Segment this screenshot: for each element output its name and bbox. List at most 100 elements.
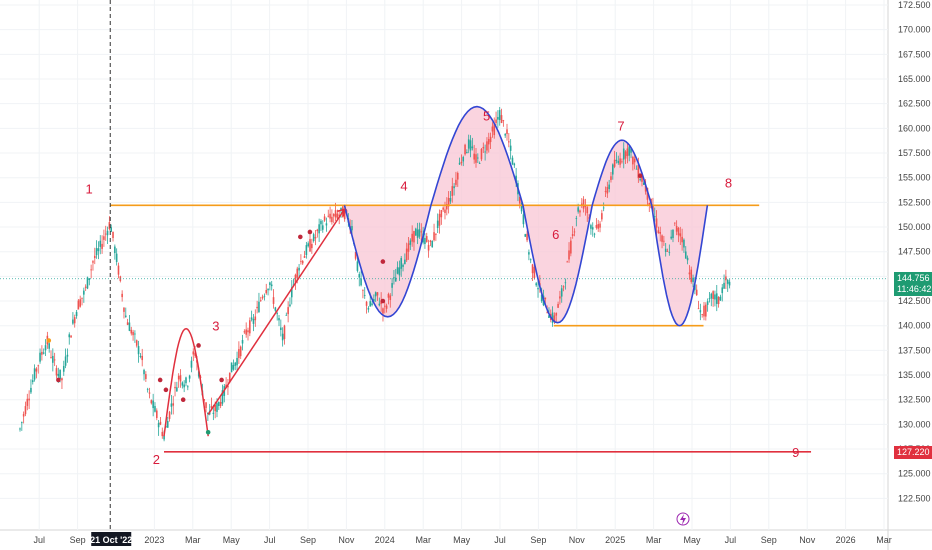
candle-body — [508, 141, 510, 143]
candle-body — [75, 312, 78, 317]
pattern-shade — [651, 205, 708, 326]
candle-body — [540, 294, 543, 302]
candle-body — [657, 230, 660, 234]
candle-body — [267, 288, 269, 291]
y-tick-label: 147.500 — [898, 247, 931, 257]
pattern-fills — [344, 106, 708, 326]
x-tick-label: Mar — [415, 535, 431, 545]
candle-body — [88, 278, 91, 280]
candle-body — [385, 305, 388, 309]
candle-body — [321, 225, 324, 230]
candle-body — [425, 236, 428, 242]
candle-body — [307, 243, 309, 247]
candle-body — [216, 403, 218, 412]
candle-body — [110, 227, 112, 232]
candle-body — [360, 278, 362, 286]
candle-body — [690, 269, 693, 282]
candle-body — [314, 237, 317, 239]
x-tick-label: Mar — [876, 535, 892, 545]
y-tick-label: 167.500 — [898, 49, 931, 59]
candle-body — [276, 313, 278, 315]
candle-body — [139, 355, 142, 357]
candle-body — [529, 259, 532, 261]
countdown-timer: 11:46:42 — [897, 283, 932, 294]
candle-body — [438, 213, 441, 226]
candle-body — [435, 233, 437, 235]
candle-body — [228, 372, 231, 382]
candle-body — [33, 368, 36, 380]
candle-body — [351, 226, 353, 231]
candle-body — [311, 243, 313, 249]
support-price-value: 127.220 — [897, 446, 930, 457]
wave-labels: 1 2 3 4 5 6 7 8 9 — [86, 108, 799, 526]
candle-body — [318, 224, 320, 234]
candle-body — [608, 184, 610, 190]
candle-body — [493, 124, 496, 136]
trend-arrow-line — [207, 208, 346, 415]
wave-label-4: 4 — [400, 179, 407, 194]
y-tick-label: 155.000 — [898, 173, 931, 183]
current-price-badge: 144.756 11:46:42 — [894, 271, 932, 296]
pattern-curves[interactable] — [46, 105, 709, 437]
date-marker-label: 21 Oct '22 — [90, 535, 132, 545]
candle-body — [210, 405, 213, 409]
candle-body — [363, 295, 366, 297]
x-tick-label: Sep — [300, 535, 316, 545]
candle-body — [528, 252, 530, 255]
candle-body — [586, 207, 589, 214]
candle-body — [325, 223, 328, 226]
candle-body — [551, 312, 554, 323]
candle-body — [604, 191, 607, 192]
y-tick-label: 172.500 — [898, 0, 931, 10]
candle-body — [621, 161, 623, 163]
time-axis[interactable]: Jul Sep 21 Oct '22 2023 Mar May Jul Sep Nov 2024 M… — [33, 532, 892, 546]
candle-body — [256, 306, 258, 309]
candle-body — [446, 204, 448, 210]
y-tick-label: 137.500 — [898, 345, 931, 355]
candle-body — [617, 160, 620, 164]
y-tick-label: 152.500 — [898, 197, 931, 207]
candle-body — [433, 232, 435, 241]
candle-body — [630, 148, 632, 153]
candle-body — [137, 346, 140, 355]
y-tick-label: 125.000 — [898, 469, 931, 479]
candle-body — [106, 230, 109, 236]
candle-body — [560, 288, 563, 297]
price-axis[interactable]: 172.500 170.000 167.500 165.000 162.500 160.0… — [898, 0, 931, 503]
candle-body — [624, 151, 627, 159]
candle-body — [31, 380, 34, 383]
candle-body — [451, 186, 454, 196]
signal-dot — [205, 429, 211, 435]
candle-body — [28, 398, 30, 401]
candle-body — [77, 300, 80, 310]
candle-body — [95, 248, 98, 256]
candle-body — [42, 352, 45, 354]
candle-body — [626, 148, 629, 157]
candle-body — [287, 307, 289, 315]
candle-body — [628, 146, 631, 156]
candle-body — [254, 316, 257, 321]
candle-body — [431, 241, 434, 248]
candle-body — [559, 296, 561, 299]
signal-dot — [46, 338, 52, 343]
candle-body — [61, 378, 63, 381]
candle-body — [518, 197, 521, 204]
candle-body — [701, 314, 703, 315]
candle-body — [188, 375, 191, 379]
candle-body — [456, 173, 459, 180]
candle-body — [83, 290, 85, 295]
candle-body — [394, 277, 397, 282]
candle-body — [655, 218, 658, 228]
candle-body — [522, 214, 525, 225]
x-tick-label: Sep — [530, 535, 546, 545]
candle-body — [52, 355, 54, 363]
candle-body — [280, 327, 282, 331]
x-tick-label: May — [223, 535, 241, 545]
candle-body — [243, 331, 246, 333]
candle-body — [429, 240, 432, 242]
candle-body — [405, 248, 408, 261]
y-tick-label: 165.000 — [898, 74, 931, 84]
y-tick-label: 157.500 — [898, 148, 931, 158]
candle-body — [221, 390, 224, 404]
